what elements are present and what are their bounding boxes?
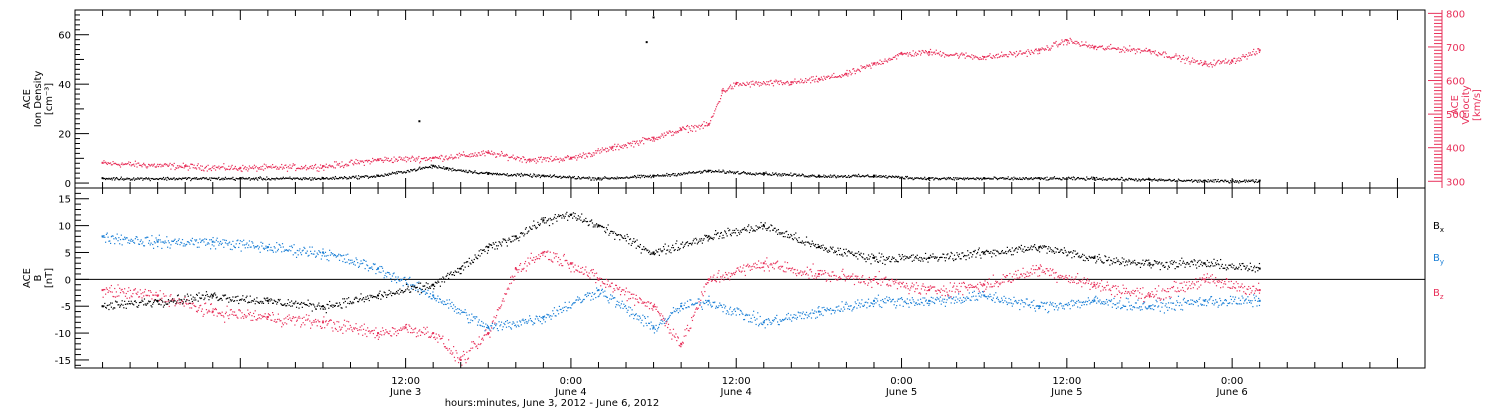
by-series-point — [708, 300, 710, 302]
top-panel-frame — [75, 10, 1425, 188]
bottom-panel-frame — [75, 188, 1425, 368]
x-tick-label-date: June 6 — [1215, 387, 1247, 398]
velocity-tick-label: 400 — [1446, 144, 1465, 155]
top-left-axis-label: [cm⁻³] — [44, 83, 55, 115]
bz-series-point — [322, 321, 324, 323]
by-series-point — [928, 300, 930, 302]
bx-series-point — [460, 268, 462, 270]
legend-entry-by: By — [1433, 253, 1444, 266]
velocity-axis-label: Velocity — [1461, 85, 1472, 124]
x-tick-label-time: 0:00 — [890, 376, 912, 387]
top-left-tick-label: 0 — [65, 179, 71, 190]
by-series-point — [1259, 300, 1261, 302]
by-series-point — [873, 300, 875, 302]
x-tick-label-time: 0:00 — [1221, 376, 1243, 387]
bz-series-point — [763, 262, 765, 264]
bz-series-point — [267, 316, 269, 318]
bx-series-point — [1148, 262, 1150, 264]
velocity-series-point — [721, 90, 723, 92]
bx-series-point — [542, 219, 544, 221]
velocity-series — [102, 38, 1261, 172]
by-series-point — [432, 294, 434, 296]
velocity-series-point — [653, 137, 655, 139]
x-axis-title: hours:minutes, June 3, 2012 - June 6, 20… — [445, 398, 660, 409]
bz-series-point — [1259, 289, 1261, 291]
x-tick-label-time: 0:00 — [560, 376, 582, 387]
bx-series-point — [708, 235, 710, 237]
bottom-left-tick-label: 5 — [65, 248, 71, 259]
velocity-series-point — [1231, 59, 1233, 61]
legend-entry-bz: Bz — [1433, 288, 1444, 301]
bottom-left-tick-label: -10 — [55, 329, 71, 340]
bx-series-point — [267, 300, 269, 302]
legend-entry-bx: Bx — [1433, 221, 1444, 234]
bottom-left-axis-label: [nT] — [44, 268, 55, 288]
top-left-tick-label: 20 — [58, 130, 71, 141]
velocity-axis-label: ACE — [1450, 95, 1461, 115]
bz-series-point — [377, 332, 379, 334]
bottom-left-tick-label: 0 — [65, 275, 71, 286]
top-left-axis-label: ACE — [22, 89, 33, 109]
x-tick-label-date: June 4 — [554, 387, 586, 398]
by-series-point — [680, 305, 682, 307]
x-tick-label-date: June 4 — [720, 387, 752, 398]
density-outlier — [646, 41, 648, 43]
velocity-axis-label: [km/s] — [1472, 89, 1483, 121]
by-series-point — [212, 241, 214, 243]
bottom-left-tick-label: 10 — [58, 222, 71, 233]
bz-series-point — [1148, 294, 1150, 296]
density-outlier — [418, 120, 420, 122]
by-series-point — [157, 241, 159, 243]
bz-series — [102, 251, 1261, 366]
x-tick-label-date: June 3 — [389, 387, 421, 398]
bottom-left-tick-label: 15 — [58, 195, 71, 206]
velocity-tick-label: 300 — [1446, 177, 1465, 188]
bx-series-point — [487, 246, 489, 248]
bottom-left-axis-label: ACE — [22, 268, 33, 288]
bx-series — [102, 212, 1261, 313]
velocity-tick-label: 800 — [1446, 9, 1465, 20]
velocity-series-point — [928, 51, 930, 53]
bz-series-point — [1093, 284, 1095, 286]
top-left-tick-label: 40 — [58, 80, 71, 91]
bottom-left-tick-label: -5 — [61, 302, 71, 313]
x-tick-label-time: 12:00 — [722, 376, 751, 387]
bz-series-point — [818, 273, 820, 275]
x-tick-label-date: June 5 — [885, 387, 917, 398]
bz-series-point — [102, 289, 104, 291]
by-series — [102, 233, 1261, 334]
x-tick-label-time: 12:00 — [391, 376, 420, 387]
x-tick-label-time: 12:00 — [1052, 376, 1081, 387]
x-tick-label-date: June 5 — [1050, 387, 1082, 398]
density-outlier — [653, 16, 655, 18]
bz-series-point — [1204, 278, 1206, 280]
bottom-left-tick-label: -15 — [55, 356, 71, 367]
bz-series-point — [460, 359, 462, 361]
velocity-tick-label: 700 — [1446, 43, 1465, 54]
top-left-tick-label: 60 — [58, 31, 71, 42]
bottom-left-axis-label: B — [33, 274, 44, 281]
velocity-series-point — [1259, 49, 1261, 51]
top-left-axis-label: Ion Density — [33, 71, 44, 128]
by-series-point — [818, 311, 820, 313]
